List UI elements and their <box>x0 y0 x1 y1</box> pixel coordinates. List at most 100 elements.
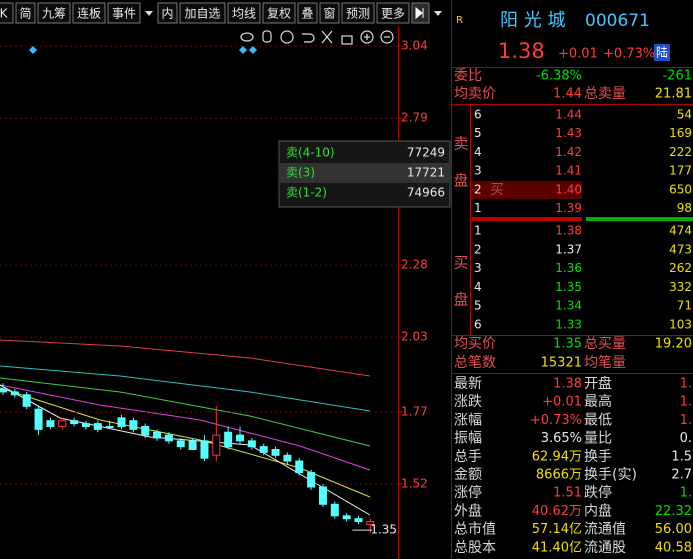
toolbar-button[interactable] <box>0 2 14 24</box>
stat-label: 总市值 <box>454 521 496 538</box>
tool-play[interactable] <box>280 30 294 44</box>
stat-label: 总手 <box>454 449 482 465</box>
stat-label: 涨跌 <box>454 394 482 410</box>
stat-value: 1.5 <box>671 449 692 464</box>
toolbar-button[interactable] <box>15 2 36 24</box>
toolbar-button[interactable] <box>227 2 261 24</box>
level: 1 <box>474 201 482 215</box>
stat-value: 41.40亿 <box>532 540 582 555</box>
tool-cut[interactable] <box>321 30 333 44</box>
tool-lock[interactable] <box>341 35 353 45</box>
sell-volume: 177 <box>669 164 692 178</box>
toolbar-button[interactable] <box>72 2 106 24</box>
sell-price: 1.39 <box>555 201 582 215</box>
level: 4 <box>474 280 482 294</box>
toolbar-button[interactable] <box>179 2 226 24</box>
candle-body <box>295 460 304 474</box>
marker <box>249 46 257 54</box>
ma-line <box>0 387 371 498</box>
side-label: 盘 <box>453 172 468 190</box>
row-value: 15321 <box>541 356 582 371</box>
stat-value: 57.14亿 <box>532 522 582 537</box>
tool-hand[interactable] <box>262 30 272 43</box>
candle-body <box>10 391 19 396</box>
candle-body <box>0 388 7 393</box>
price-change: +0.01 <box>558 47 598 62</box>
row-label: 总笔数 <box>454 355 496 371</box>
candle-body <box>58 420 67 427</box>
toolbar-label[interactable]: 内 <box>161 7 173 21</box>
row-value: 19.20 <box>655 337 692 352</box>
buy-price: 1.35 <box>555 280 582 294</box>
y-tick-label: 1.52 <box>401 477 428 491</box>
buy-volume: 262 <box>669 261 692 275</box>
row-value: -6.38% <box>536 69 582 84</box>
toolbar-button[interactable] <box>37 2 71 24</box>
stat-value: 1. <box>680 413 692 428</box>
candle-body <box>176 440 185 448</box>
sell-volume: 650 <box>669 182 692 196</box>
toolbar-label[interactable]: 更多 <box>381 7 405 21</box>
y-tick-label: 2.79 <box>401 111 428 125</box>
candle-body <box>366 521 375 525</box>
stat-value: 2.7 <box>671 468 692 483</box>
buy-volume: 103 <box>669 318 692 332</box>
stat-label: 换手 <box>584 448 612 465</box>
level: 3 <box>474 261 482 275</box>
toolbar-label[interactable]: 事件 <box>112 7 136 21</box>
candle-body <box>283 454 292 462</box>
toolbar-label[interactable]: 九筹 <box>42 7 66 21</box>
toolbar-label[interactable]: 复权 <box>267 7 291 21</box>
toolbar-label[interactable]: 加自选 <box>184 7 220 21</box>
candle-body <box>330 503 339 517</box>
toolbar-label[interactable]: 窗 <box>323 7 335 21</box>
level: 4 <box>474 145 482 159</box>
row-value: 1.44 <box>553 87 582 102</box>
stat-label: 开盘 <box>584 375 612 392</box>
stat-label: 流通值 <box>584 522 626 538</box>
depth-popup-highlight <box>280 163 449 183</box>
chart-tools[interactable] <box>240 30 394 45</box>
toolbar-label[interactable]: 叠 <box>301 7 313 21</box>
toolbar-button[interactable] <box>376 2 410 24</box>
stat-label: 外盘 <box>454 502 482 519</box>
sell-volume: 54 <box>677 108 692 122</box>
tool-zoom-out[interactable] <box>380 30 394 44</box>
toolbar-button[interactable] <box>262 2 296 24</box>
stat-value: 56.00 <box>655 522 692 537</box>
level: 2 <box>474 182 482 196</box>
toolbar-label[interactable]: 简 <box>19 7 31 21</box>
dropdown-icon[interactable] <box>145 11 153 16</box>
toolbar-button[interactable] <box>297 2 318 24</box>
stat-value: +0.73% <box>530 413 582 428</box>
candle-body <box>188 440 197 451</box>
toolbar-label[interactable]: 预测 <box>346 7 370 21</box>
ma-line <box>0 377 371 447</box>
toolbar-button[interactable] <box>319 2 340 24</box>
toolbar-button[interactable] <box>107 2 141 24</box>
stat-label: 总股本 <box>454 540 496 556</box>
buy-volume: 332 <box>669 280 692 294</box>
buy-price: 1.36 <box>555 261 582 275</box>
ma-line <box>0 365 371 412</box>
tool-eye[interactable] <box>240 32 254 42</box>
buy-price: 1.34 <box>555 299 582 313</box>
toolbar-label[interactable]: K <box>0 7 9 21</box>
candle-body <box>318 486 327 505</box>
tool-zoom-in[interactable] <box>360 30 374 44</box>
stat-value: 1. <box>680 395 692 410</box>
toolbar-button[interactable] <box>341 2 375 24</box>
sell-price: 1.41 <box>555 164 582 178</box>
candle-body <box>153 431 162 439</box>
dropdown-icon[interactable] <box>434 11 442 16</box>
candle-body <box>93 423 102 430</box>
row-label: 总买量 <box>584 336 626 352</box>
candle-body <box>224 431 233 448</box>
toolbar-label[interactable]: 均线 <box>232 7 256 21</box>
toolbar-button[interactable] <box>157 2 178 24</box>
toolbar-label[interactable]: 连板 <box>77 6 101 21</box>
sell-price: 1.40 <box>555 182 582 196</box>
market-tag: R <box>456 15 463 26</box>
stat-label: 量比 <box>584 431 612 447</box>
tool-undo[interactable] <box>302 33 315 43</box>
